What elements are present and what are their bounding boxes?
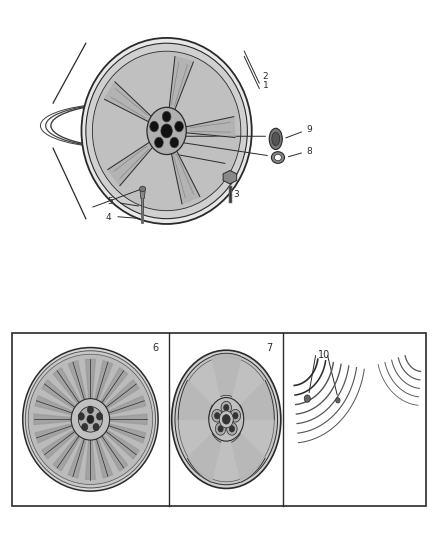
Circle shape [87, 406, 93, 414]
Ellipse shape [269, 128, 283, 150]
Circle shape [150, 121, 159, 132]
Ellipse shape [23, 348, 158, 491]
Ellipse shape [272, 152, 285, 164]
Circle shape [215, 413, 220, 419]
Polygon shape [171, 150, 200, 204]
Polygon shape [105, 82, 152, 122]
Polygon shape [95, 361, 113, 401]
Ellipse shape [272, 132, 280, 146]
Polygon shape [53, 368, 81, 405]
Circle shape [175, 121, 184, 132]
Polygon shape [178, 381, 212, 419]
Ellipse shape [78, 407, 102, 432]
Circle shape [93, 423, 99, 431]
Polygon shape [107, 396, 146, 415]
Polygon shape [35, 424, 74, 443]
Polygon shape [100, 434, 127, 471]
Polygon shape [186, 117, 235, 138]
Polygon shape [140, 190, 145, 214]
Circle shape [78, 413, 85, 420]
Ellipse shape [86, 43, 247, 219]
Ellipse shape [178, 357, 274, 482]
Text: 8: 8 [306, 147, 312, 156]
Circle shape [82, 423, 88, 431]
Polygon shape [34, 414, 72, 425]
Polygon shape [68, 361, 86, 401]
Polygon shape [169, 56, 194, 111]
Polygon shape [35, 396, 74, 415]
Ellipse shape [172, 350, 281, 488]
Ellipse shape [147, 107, 186, 155]
Circle shape [233, 413, 238, 419]
Polygon shape [104, 380, 139, 409]
Circle shape [87, 415, 94, 424]
Text: 2: 2 [263, 72, 268, 82]
Polygon shape [223, 171, 237, 184]
Polygon shape [42, 380, 77, 409]
Polygon shape [42, 430, 77, 459]
Ellipse shape [209, 398, 244, 441]
Polygon shape [100, 368, 127, 405]
Text: 1: 1 [263, 81, 268, 90]
Circle shape [223, 415, 230, 424]
Circle shape [229, 426, 234, 432]
Polygon shape [232, 433, 265, 482]
Ellipse shape [175, 354, 278, 484]
Ellipse shape [92, 51, 241, 211]
Circle shape [170, 137, 179, 148]
Text: 5: 5 [108, 197, 113, 206]
Polygon shape [107, 424, 146, 443]
Ellipse shape [25, 351, 155, 488]
Circle shape [162, 111, 171, 122]
Circle shape [224, 405, 229, 411]
Circle shape [218, 426, 223, 432]
Text: 4: 4 [106, 213, 111, 222]
Circle shape [96, 413, 102, 420]
Circle shape [215, 423, 226, 435]
Polygon shape [109, 414, 147, 425]
Bar [12, 333, 426, 506]
Polygon shape [240, 381, 274, 419]
Circle shape [304, 395, 311, 402]
Polygon shape [68, 437, 86, 478]
Polygon shape [187, 433, 221, 482]
Circle shape [221, 401, 232, 414]
Ellipse shape [140, 186, 146, 191]
Ellipse shape [28, 354, 152, 484]
Text: 3: 3 [233, 190, 239, 199]
Circle shape [230, 409, 240, 422]
Polygon shape [108, 142, 153, 185]
Polygon shape [212, 353, 241, 397]
Circle shape [227, 423, 237, 435]
Ellipse shape [81, 38, 252, 224]
Circle shape [161, 124, 172, 138]
Circle shape [219, 411, 233, 428]
Text: 7: 7 [266, 343, 272, 352]
Polygon shape [104, 430, 139, 459]
Text: 6: 6 [152, 343, 158, 352]
Ellipse shape [275, 155, 282, 161]
Ellipse shape [71, 399, 110, 440]
Text: 10: 10 [318, 350, 330, 360]
Circle shape [155, 137, 163, 148]
Text: 9: 9 [306, 125, 312, 134]
Circle shape [212, 409, 223, 422]
Polygon shape [53, 434, 81, 471]
Polygon shape [85, 439, 95, 479]
Polygon shape [85, 359, 95, 400]
Circle shape [336, 398, 340, 403]
Polygon shape [95, 437, 113, 478]
